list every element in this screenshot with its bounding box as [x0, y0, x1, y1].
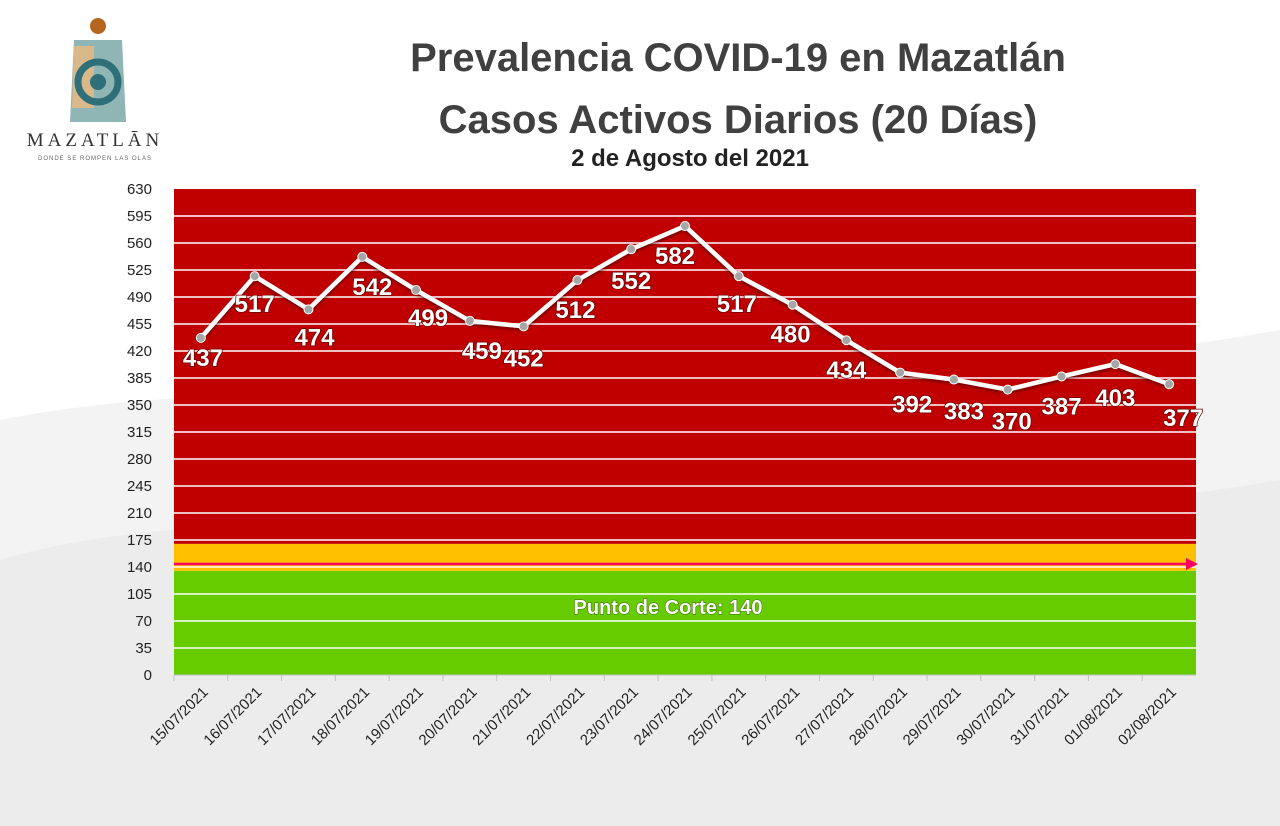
- data-point: [195, 332, 206, 343]
- gridlines: [174, 215, 1196, 649]
- y-tick-label: 560: [127, 235, 152, 252]
- data-point: [518, 321, 529, 332]
- data-point: [787, 299, 798, 310]
- y-tick-label: 245: [127, 478, 152, 495]
- data-point: [464, 315, 475, 326]
- data-point: [249, 271, 260, 282]
- y-tick-label: 595: [127, 208, 152, 225]
- brand-name: MAZATLĀN: [26, 130, 164, 151]
- risk-band-2: [174, 189, 1196, 544]
- data-label: 452: [504, 345, 544, 372]
- y-tick-label: 35: [135, 640, 152, 657]
- y-tick-label: 140: [127, 559, 152, 576]
- data-point: [895, 367, 906, 378]
- data-label: 383: [944, 399, 984, 426]
- mazatlan-logo-icon: [70, 18, 126, 122]
- y-tick-label: 210: [127, 505, 152, 522]
- y-tick-label: 70: [135, 613, 152, 630]
- y-tick-label: 105: [127, 586, 152, 603]
- data-label: 499: [408, 305, 448, 332]
- y-tick-label: 0: [144, 667, 152, 684]
- data-point: [1002, 384, 1013, 395]
- data-label: 437: [183, 345, 223, 372]
- data-point: [626, 244, 637, 255]
- y-tick-label: 630: [127, 181, 152, 198]
- threshold-line: Punto de Corte: 140: [174, 558, 1198, 620]
- y-tick-label: 175: [127, 532, 152, 549]
- y-axis: 0 35 70 105 140 175 210 245 280 315 350 385 420 455 49…: [127, 181, 1196, 684]
- data-point: [357, 251, 368, 262]
- chart-title-line-1: Prevalencia COVID-19 en Mazatlán: [410, 36, 1066, 80]
- y-tick-label: 525: [127, 262, 152, 279]
- data-label: 480: [771, 322, 811, 349]
- data-label: 512: [555, 297, 595, 324]
- y-tick-label: 280: [127, 451, 152, 468]
- data-point: [303, 304, 314, 315]
- y-tick-label: 420: [127, 343, 152, 360]
- y-tick-label: 490: [127, 289, 152, 306]
- x-tick-label: 02/08/2021: [1115, 684, 1180, 749]
- data-point: [948, 374, 959, 385]
- data-label: 582: [655, 243, 695, 270]
- data-point: [733, 271, 744, 282]
- y-tick-label: 385: [127, 370, 152, 387]
- x-axis: 15/07/202116/07/202117/07/202118/07/2021…: [147, 675, 1180, 749]
- risk-band-0: [174, 570, 1196, 675]
- threshold-label: Punto de Corte: 140: [574, 597, 763, 619]
- data-label: 392: [892, 392, 932, 419]
- data-label: 459: [462, 338, 502, 365]
- chart-title-line-2: Casos Activos Diarios (20 Días): [438, 98, 1038, 142]
- brand-tagline: DONDE SE ROMPEN LAS OLAS: [37, 156, 153, 162]
- data-label: 434: [826, 357, 867, 384]
- data-point: [680, 221, 690, 232]
- data-point: [411, 285, 422, 296]
- data-point: [1164, 379, 1175, 390]
- y-tick-label: 315: [127, 424, 152, 441]
- data-point: [841, 335, 852, 346]
- series-markers: [195, 221, 1175, 395]
- data-label: 517: [235, 291, 275, 318]
- data-label: 552: [611, 268, 651, 295]
- data-label: 370: [992, 409, 1032, 436]
- data-label: 474: [294, 324, 335, 351]
- data-label: 542: [352, 274, 392, 301]
- data-label: 403: [1095, 385, 1135, 412]
- data-point: [572, 275, 583, 286]
- data-label: 377: [1163, 405, 1203, 432]
- y-tick-label: 350: [127, 397, 152, 414]
- data-label: 517: [717, 291, 757, 318]
- y-tick-label: 455: [127, 316, 152, 333]
- data-point: [1056, 371, 1067, 382]
- risk-bands: [174, 189, 1196, 675]
- chart-subtitle: 2 de Agosto del 2021: [571, 145, 809, 172]
- data-label: 387: [1042, 393, 1082, 420]
- threshold-arrow-icon: [1186, 558, 1198, 570]
- data-point: [1110, 359, 1121, 370]
